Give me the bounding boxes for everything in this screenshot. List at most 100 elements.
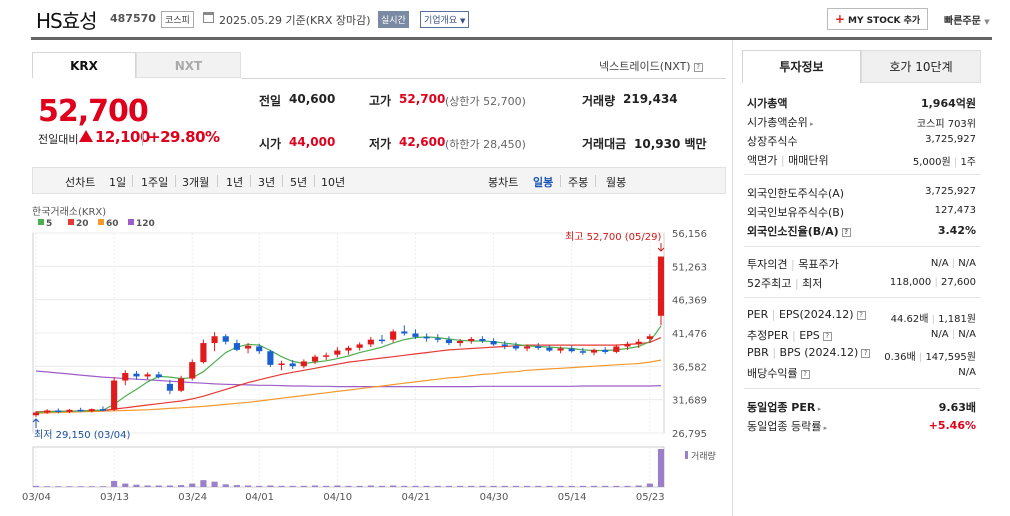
candle-body: [445, 339, 453, 344]
volume-bar: [256, 485, 263, 487]
period-sep: [132, 175, 133, 187]
foreign-rate-label: 외국인소진율(B/A)?: [747, 223, 851, 239]
help-icon[interactable]: ?: [861, 348, 871, 358]
volume-bar: [512, 485, 519, 487]
candle-body: [222, 336, 229, 342]
quick-order-button[interactable]: 빠른주문 ▼: [944, 12, 990, 27]
change-separator: |: [140, 128, 146, 146]
volume-bar: [267, 485, 274, 487]
ind-rate-value: +5.46%: [928, 419, 976, 432]
volume-bar: [111, 480, 118, 487]
my-stock-add-button[interactable]: + MY STOCK 추가: [827, 8, 928, 30]
tab-krx[interactable]: KRX: [32, 52, 136, 78]
period-10y[interactable]: 10년: [321, 176, 346, 189]
period-1y[interactable]: 1년: [226, 176, 244, 189]
open-label: 시가: [259, 137, 282, 151]
volume-bar: [32, 485, 40, 487]
volume-bar: [635, 485, 642, 487]
period-1w[interactable]: 1주일: [141, 176, 169, 189]
candle-body: [66, 409, 73, 412]
volume-bar: [468, 485, 475, 487]
chevron-right-icon: ▸: [821, 424, 828, 432]
opinion-value: N/A | N/A: [930, 258, 976, 269]
period-sep: [560, 175, 561, 187]
mcap-rank-label[interactable]: 시가총액순위 ▸: [747, 114, 813, 130]
period-3m[interactable]: 3개월: [182, 176, 210, 189]
section-divider: [744, 388, 980, 389]
realtime-button[interactable]: 실시간: [378, 11, 409, 28]
basis-text: 기준(KRX 장마감): [285, 14, 371, 27]
tab-investment-info[interactable]: 투자정보: [742, 50, 861, 83]
legend-swatch: [128, 219, 134, 225]
tab-quote-10[interactable]: 호가 10단계: [861, 50, 981, 83]
candle-weekly[interactable]: 주봉: [568, 176, 589, 189]
period-1d[interactable]: 1일: [109, 176, 127, 189]
volume-bar: [44, 486, 51, 487]
par-amount: 5,000원: [912, 157, 951, 168]
ind-per-value: 9.63배: [938, 401, 976, 414]
nextrade-link[interactable]: 넥스트레이드(NXT)?: [599, 58, 703, 74]
help-icon[interactable]: ?: [841, 227, 851, 237]
est-per-value-text: N/A: [930, 329, 949, 340]
volume-bar: [646, 483, 653, 487]
help-icon[interactable]: ?: [800, 369, 810, 379]
volume-bar: [66, 486, 73, 487]
candle-body: [122, 373, 129, 381]
upper-limit: (상한가 52,700): [445, 95, 526, 108]
par-text: 액면가: [747, 154, 778, 167]
ind-rate-label[interactable]: 동일업종 등락률 ▸: [747, 418, 827, 434]
candle-daily[interactable]: 일봉: [533, 176, 554, 189]
candle-body: [211, 336, 218, 344]
candle-body: [457, 341, 464, 344]
eps-value: 1,181원: [938, 314, 976, 325]
volume-bar: [602, 485, 609, 487]
candle-body: [624, 344, 631, 347]
plus-icon: +: [834, 12, 845, 26]
ma120-line: [35, 370, 662, 388]
price-chart[interactable]: 한국거래소(KRX)5 20 60 120 56,156 51,263 46,369 41,4…: [0, 200, 726, 516]
ind-per-label[interactable]: 동일업종 PER ▸: [747, 399, 821, 415]
help-icon[interactable]: ?: [822, 331, 832, 341]
candle-body: [32, 412, 40, 416]
candle-body: [77, 409, 84, 412]
volume-legend-swatch: [685, 451, 688, 459]
panel-left-border: [732, 40, 733, 516]
x-tick-label: 03/13: [100, 492, 129, 503]
market-badge: 코스피: [161, 11, 194, 28]
legend-label: 120: [136, 219, 155, 229]
candle-body: [88, 409, 95, 412]
stock-header: HS효성 487570 코스피 2025.05.29 기준(KRX 장마감) 실…: [0, 0, 1010, 38]
volume-bar: [345, 485, 352, 487]
help-icon[interactable]: ?: [856, 310, 866, 320]
candle-body: [55, 410, 62, 412]
candle-monthly[interactable]: 월봉: [606, 176, 627, 189]
chevron-down-icon: ▼: [984, 18, 990, 26]
per-text: PER: [747, 308, 769, 321]
volume-bar: [568, 485, 575, 487]
y-tick-label: 56,156: [672, 229, 707, 240]
section-divider: [744, 246, 980, 247]
volume-bar: [490, 485, 497, 487]
volume-bar: [155, 485, 162, 487]
volume-bar: [613, 485, 620, 487]
tab-nxt[interactable]: NXT: [136, 52, 241, 78]
legend-swatch: [38, 219, 44, 225]
volume-bar: [189, 483, 196, 487]
volume-bar: [133, 484, 140, 487]
x-tick-label: 04/30: [480, 492, 509, 503]
calendar-icon: [203, 12, 214, 23]
y-tick-label: 51,263: [672, 262, 707, 273]
per-value-text: 44.62배: [890, 314, 929, 325]
foreign-rate-text: 외국인소진율(B/A): [747, 225, 839, 238]
quick-order-label: 빠른주문: [944, 16, 981, 27]
chevron-right-icon: ▸: [815, 405, 822, 413]
candle-body: [557, 348, 564, 351]
period-5y[interactable]: 5년: [290, 176, 308, 189]
company-overview-button[interactable]: 기업개요 ▼: [420, 11, 470, 28]
candle-body: [479, 338, 486, 342]
candle-body: [166, 383, 173, 391]
line-chart-label: 선차트: [65, 176, 96, 189]
candle-body: [323, 355, 330, 357]
volume-bar: [590, 485, 598, 487]
period-3y[interactable]: 3년: [258, 176, 276, 189]
